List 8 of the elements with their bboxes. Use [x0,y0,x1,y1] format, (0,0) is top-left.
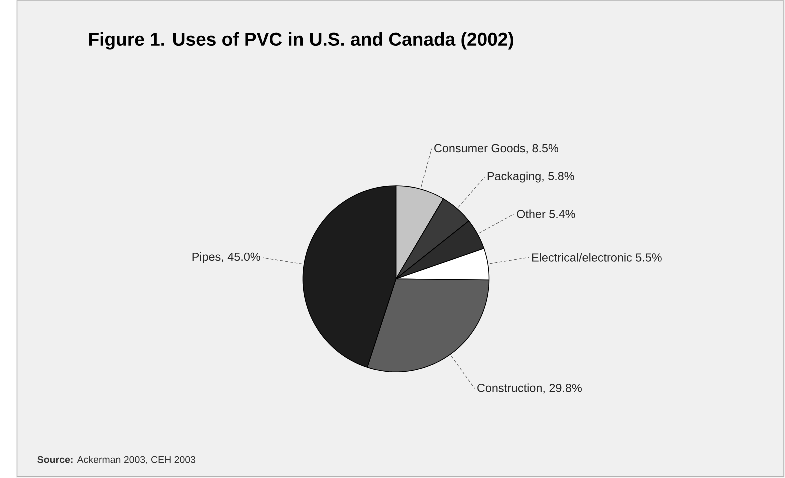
slice-label: Consumer Goods, 8.5% [434,144,558,154]
slice-label: Electrical/electronic 5.5% [532,253,662,262]
slice-label: Construction, 29.8% [478,384,582,394]
slice-label: Pipes, 45.0% [192,252,260,264]
chart-title: Figure 1. Uses of PVC in U.S. and Canada (2002) [90,32,514,50]
text: Source: Ackerman 2003, CEH 2003 [38,456,196,464]
slice-label: Packaging, 5.8% [488,172,574,183]
slice-label: Other 5.4% [517,210,576,218]
